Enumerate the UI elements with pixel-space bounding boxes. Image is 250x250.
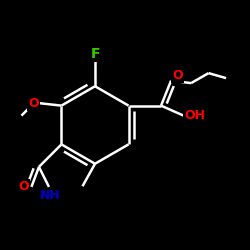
Text: NH: NH bbox=[40, 189, 60, 202]
Text: F: F bbox=[90, 47, 100, 61]
Text: O: O bbox=[19, 180, 29, 194]
Text: O: O bbox=[172, 69, 182, 82]
Text: O: O bbox=[28, 96, 39, 110]
Text: OH: OH bbox=[184, 109, 205, 122]
